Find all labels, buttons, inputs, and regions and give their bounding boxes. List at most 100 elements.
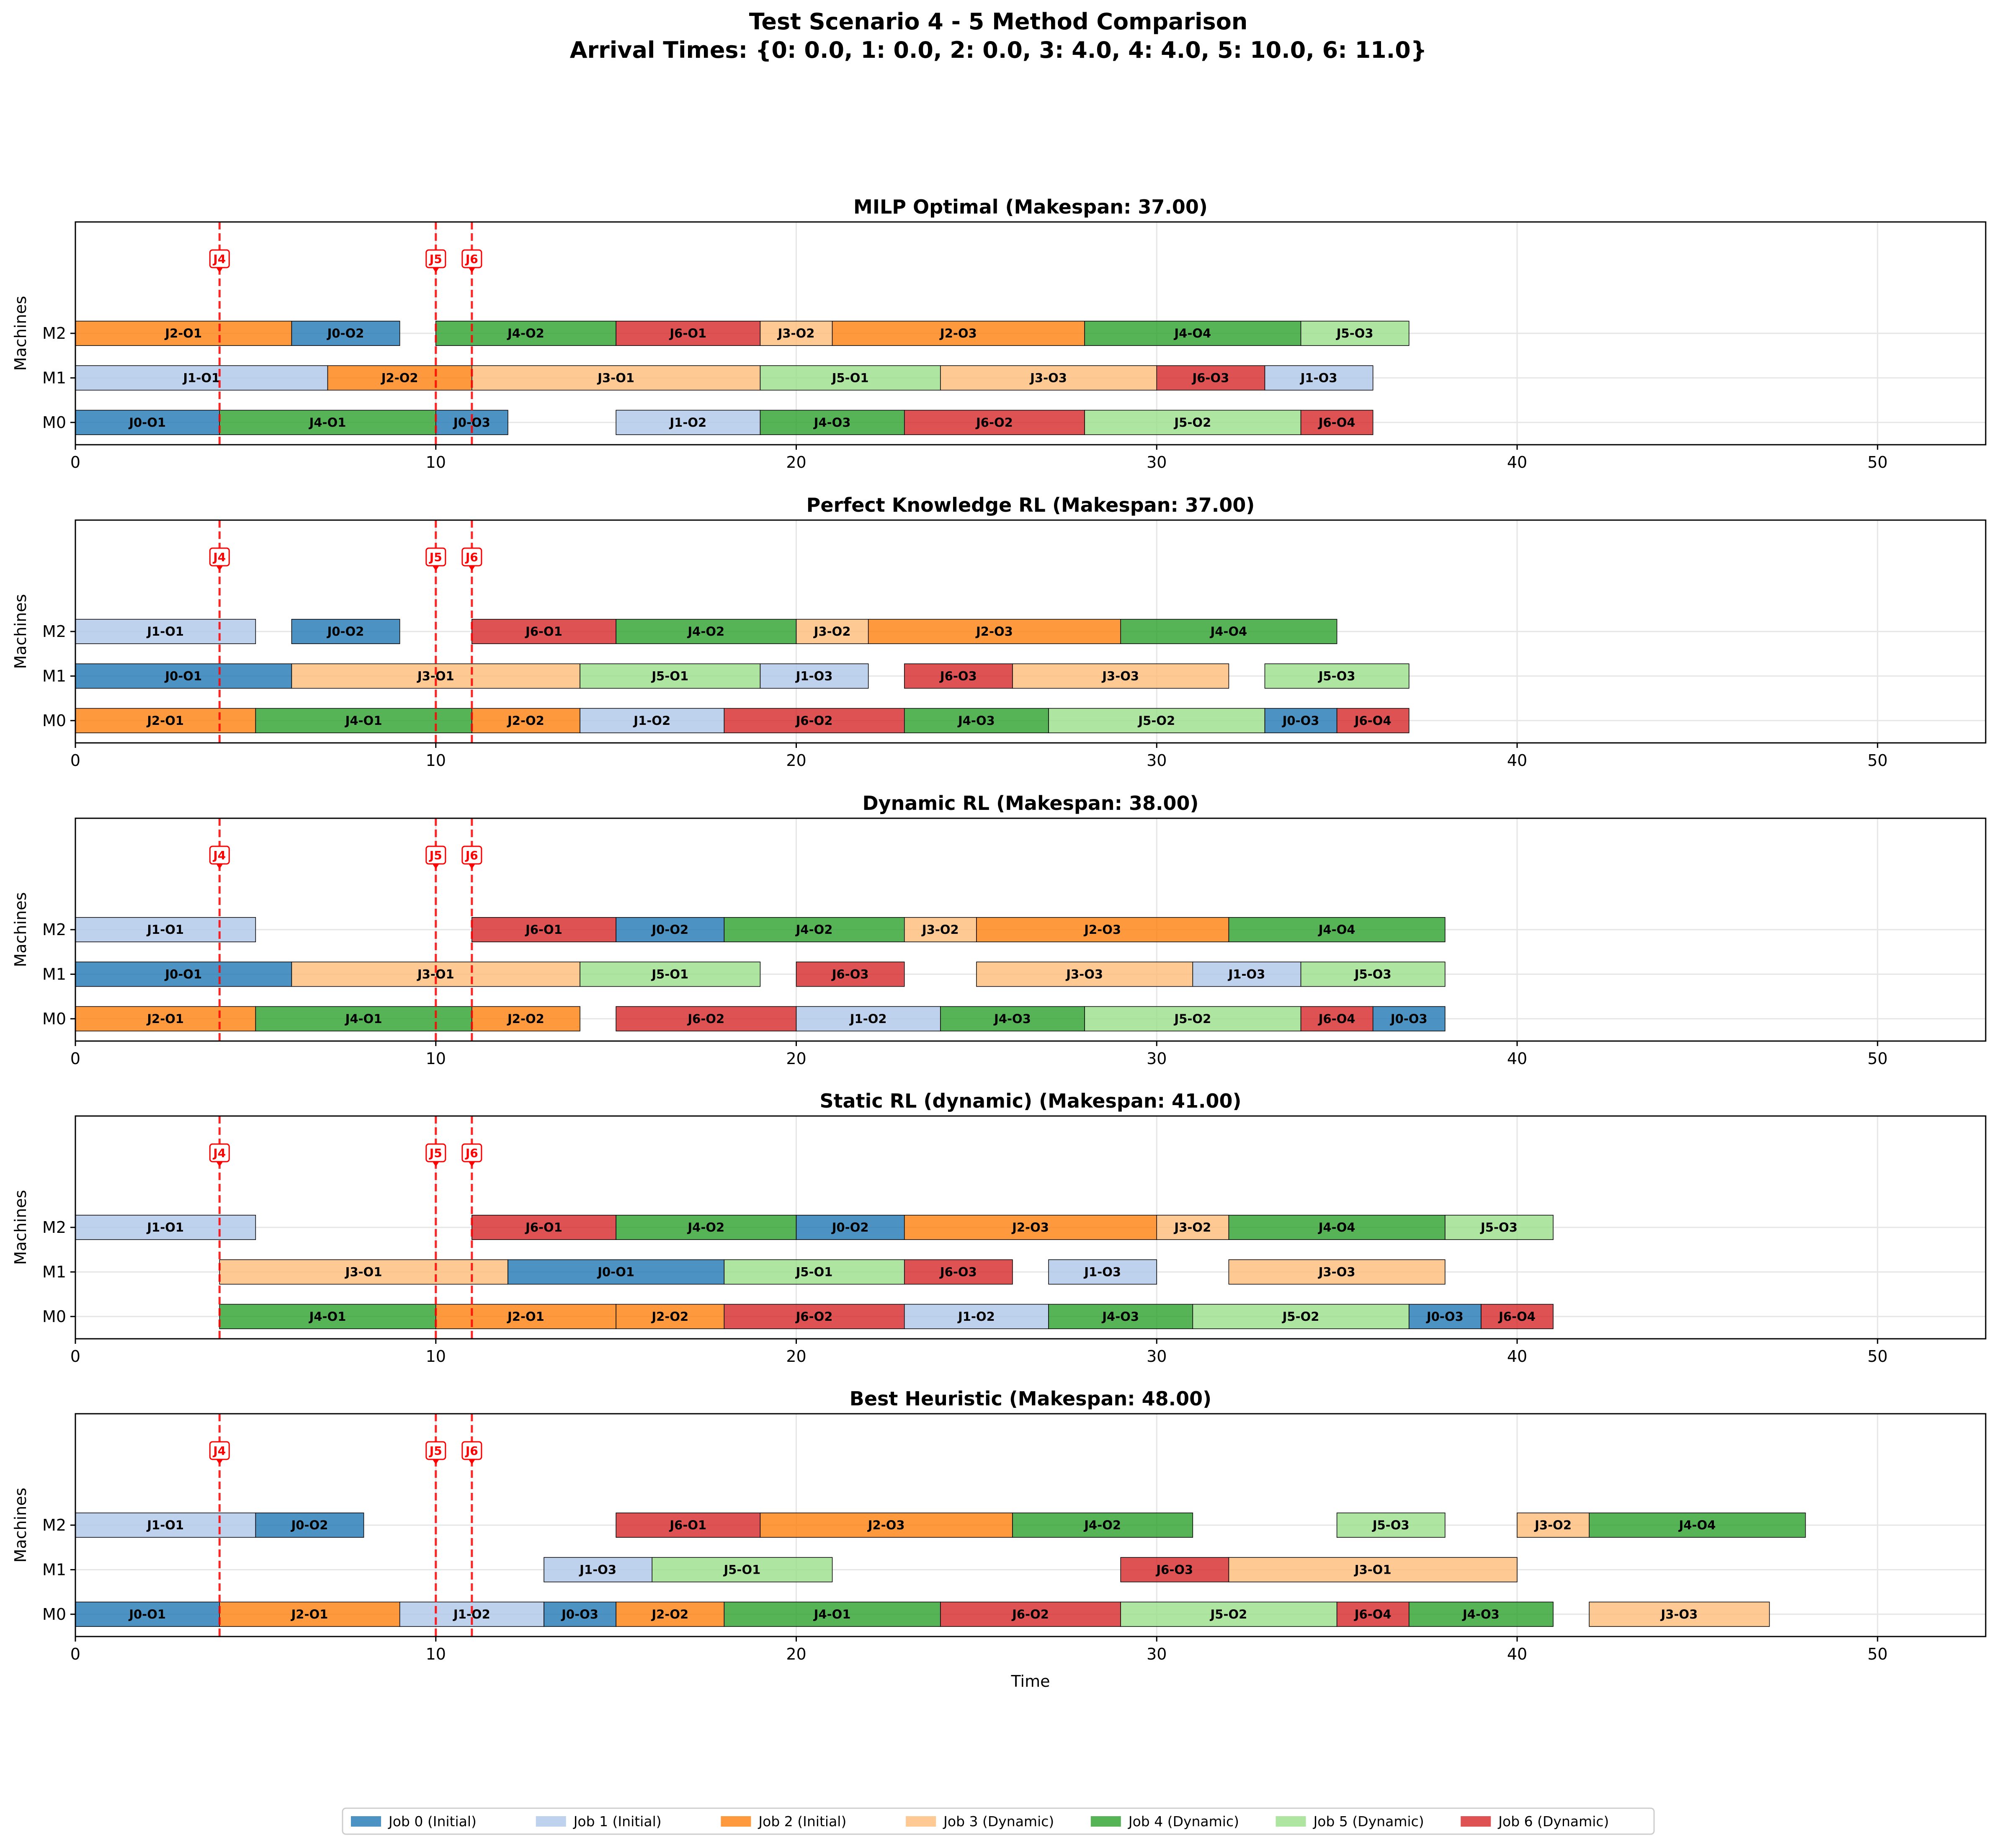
arrival-label: J6 <box>465 550 478 564</box>
task-label: J5-O3 <box>1318 669 1355 683</box>
task-bar <box>219 1601 400 1627</box>
task-bar <box>796 619 869 644</box>
task-bar <box>724 1304 905 1329</box>
task-label: J1-O2 <box>849 1012 887 1026</box>
task-bar <box>796 961 905 987</box>
task-bar <box>1589 1512 1806 1538</box>
task-bar <box>760 663 869 689</box>
task-label: J1-O3 <box>795 669 833 683</box>
y-tick-label: M1 <box>42 1263 66 1281</box>
y-tick-label: M2 <box>42 1218 66 1237</box>
task-bar <box>544 1557 652 1583</box>
figure-title-line1: Test Scenario 4 - 5 Method Comparison <box>749 8 1248 35</box>
task-label: J4-O1 <box>345 714 382 728</box>
task-label: J0-O2 <box>651 923 688 937</box>
y-tick-label: M2 <box>42 324 66 343</box>
task-label: J0-O1 <box>128 1607 166 1621</box>
task-label: J4-O3 <box>1101 1309 1139 1324</box>
task-label: J6-O2 <box>1011 1607 1049 1621</box>
arrival-label: J6 <box>465 848 478 862</box>
task-bar <box>904 708 1049 733</box>
task-bar <box>616 1601 725 1627</box>
task-bar <box>75 708 256 733</box>
task-label: J0-O2 <box>327 326 364 340</box>
task-label: J1-O3 <box>579 1562 616 1577</box>
task-bar <box>1084 410 1301 435</box>
x-tick-label: 0 <box>70 1347 80 1366</box>
task-bar <box>219 410 436 435</box>
task-label: J2-O3 <box>867 1518 905 1532</box>
x-tick-label: 30 <box>1147 1645 1167 1663</box>
legend-swatch <box>536 1816 566 1827</box>
task-label: J6-O2 <box>975 415 1013 430</box>
arrival-pointer <box>468 1459 475 1464</box>
x-tick-label: 50 <box>1868 1347 1888 1366</box>
task-label: J4-O3 <box>813 415 851 430</box>
task-label: J4-O3 <box>993 1012 1031 1026</box>
task-bar <box>796 1006 941 1031</box>
y-tick-label: M1 <box>42 369 66 387</box>
arrival-pointer <box>216 268 223 273</box>
task-bar <box>1156 1214 1229 1240</box>
task-bar <box>291 619 400 644</box>
task-label: J4-O3 <box>957 714 995 728</box>
task-label: J0-O3 <box>1390 1012 1428 1026</box>
x-tick-label: 30 <box>1147 1049 1167 1068</box>
task-label: J1-O3 <box>1228 967 1265 981</box>
arrival-pointer <box>432 1459 439 1464</box>
task-label: J1-O3 <box>1083 1265 1121 1279</box>
task-bar <box>472 619 616 644</box>
task-label: J3-O3 <box>1065 967 1103 981</box>
arrival-label: J4 <box>212 1444 226 1458</box>
task-label: J5-O2 <box>1209 1607 1247 1621</box>
y-tick-label: M0 <box>42 1307 66 1326</box>
task-bar <box>760 410 905 435</box>
y-tick-label: M1 <box>42 965 66 983</box>
x-tick-label: 30 <box>1147 751 1167 770</box>
task-bar <box>616 320 761 346</box>
task-label: J2-O2 <box>651 1607 688 1621</box>
task-label: J1-O1 <box>146 923 184 937</box>
arrival-pointer <box>216 1162 223 1167</box>
task-label: J6-O1 <box>525 923 562 937</box>
task-label: J6-O3 <box>1191 371 1229 385</box>
arrival-pointer <box>432 566 439 571</box>
task-label: J3-O3 <box>1318 1265 1355 1279</box>
task-label: J4-O2 <box>1083 1518 1121 1532</box>
task-label: J4-O4 <box>1678 1518 1716 1532</box>
task-label: J0-O2 <box>327 624 364 639</box>
task-bar <box>940 1601 1121 1627</box>
task-bar <box>1264 708 1337 733</box>
task-label: J0-O1 <box>128 415 166 430</box>
arrival-pointer <box>432 268 439 273</box>
arrival-label: J6 <box>465 1146 478 1160</box>
task-label: J4-O2 <box>507 326 544 340</box>
task-label: J0-O3 <box>1282 714 1319 728</box>
task-bar <box>75 1214 256 1240</box>
gantt-panel-2: Dynamic RL (Makespan: 38.00) J1-O1 J6-O1 J0… <box>11 792 1987 1068</box>
task-label: J3-O2 <box>921 923 959 937</box>
task-bar <box>219 1259 508 1285</box>
task-bar <box>1192 1304 1409 1329</box>
legend-entry: Job 6 (Dynamic) <box>1461 1813 1609 1830</box>
task-bar <box>75 410 220 435</box>
x-tick-label: 40 <box>1507 453 1527 472</box>
task-label: J4-O4 <box>1173 326 1211 340</box>
arrival-pointer <box>432 864 439 869</box>
task-bar <box>1300 961 1446 987</box>
task-label: J4-O2 <box>687 624 724 639</box>
task-label: J2-O1 <box>146 1012 184 1026</box>
task-label: J2-O2 <box>507 714 544 728</box>
task-label: J5-O2 <box>1173 415 1211 430</box>
x-tick-label: 0 <box>70 751 80 770</box>
task-label: J1-O2 <box>633 714 670 728</box>
y-tick-label: M0 <box>42 413 66 432</box>
task-label: J6-O2 <box>687 1012 724 1026</box>
legend-entry: Job 2 (Initial) <box>721 1813 846 1830</box>
task-label: J6-O1 <box>525 1220 562 1235</box>
task-label: J0-O2 <box>291 1518 328 1532</box>
x-axis-label: Time <box>1011 1672 1050 1691</box>
task-bar <box>1084 1006 1301 1031</box>
task-label: J2-O2 <box>651 1309 688 1324</box>
task-label: J6-O3 <box>831 967 869 981</box>
